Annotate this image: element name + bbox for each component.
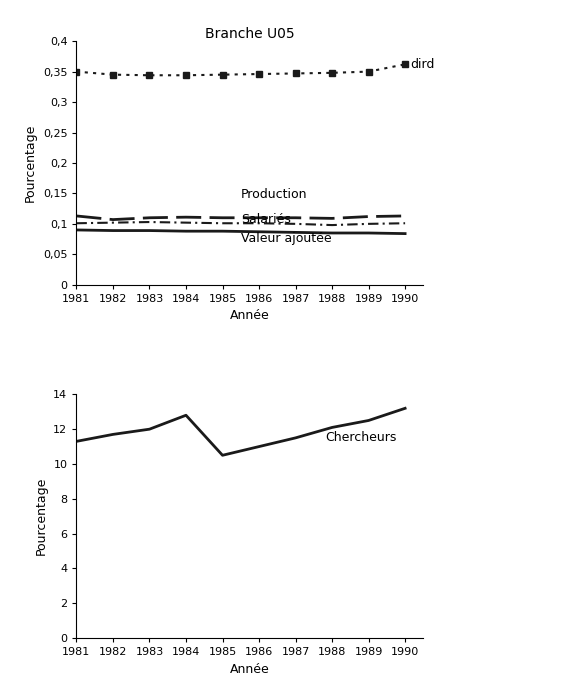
Text: Valeur ajoutée: Valeur ajoutée: [240, 232, 332, 245]
Y-axis label: Pourcentage: Pourcentage: [35, 477, 48, 556]
Text: dird: dird: [410, 58, 435, 71]
X-axis label: Année: Année: [230, 663, 270, 676]
Text: Salariés: Salariés: [240, 213, 290, 226]
Text: Branche U05: Branche U05: [205, 27, 295, 41]
Text: Chercheurs: Chercheurs: [325, 431, 396, 445]
X-axis label: Année: Année: [230, 309, 270, 322]
Text: Production: Production: [240, 188, 308, 201]
Y-axis label: Pourcentage: Pourcentage: [24, 123, 37, 202]
